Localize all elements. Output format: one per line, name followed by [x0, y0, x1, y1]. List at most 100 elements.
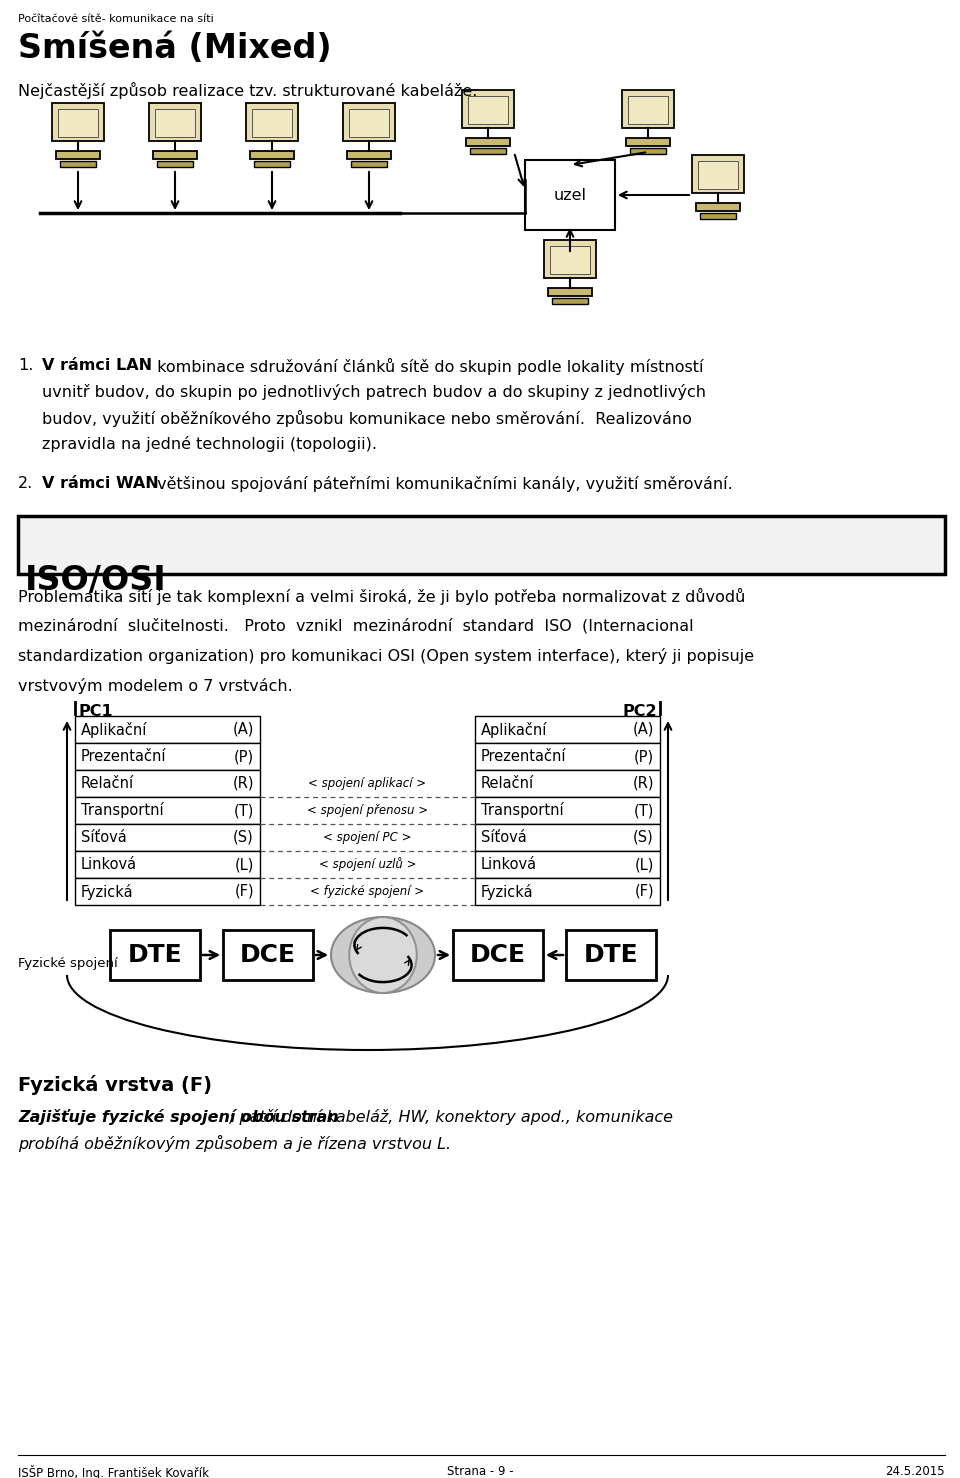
- Text: Fyzická: Fyzická: [81, 884, 133, 900]
- Text: mezinárodní  slučitelnosti.   Proto  vznikl  mezinárodní  standard  ISO  (Intern: mezinárodní slučitelnosti. Proto vznikl …: [18, 618, 694, 634]
- Text: Zajišťuje fyzické spojení obou stran: Zajišťuje fyzické spojení obou stran: [18, 1108, 339, 1125]
- Bar: [252, 109, 292, 137]
- Bar: [475, 878, 660, 905]
- Text: Síťová: Síťová: [481, 831, 527, 845]
- Bar: [153, 151, 197, 160]
- Text: ISO/OSI: ISO/OSI: [25, 565, 167, 597]
- Text: (L): (L): [234, 857, 254, 872]
- Bar: [75, 743, 260, 770]
- Text: PC1: PC1: [78, 704, 112, 718]
- Text: PC2: PC2: [622, 704, 657, 718]
- Bar: [475, 825, 660, 851]
- Bar: [462, 90, 514, 129]
- Text: 24.5.2015: 24.5.2015: [885, 1465, 945, 1478]
- Text: V rámci LAN: V rámci LAN: [42, 358, 152, 372]
- Bar: [349, 109, 389, 137]
- Text: < spojení uzlů >: < spojení uzlů >: [319, 857, 417, 872]
- Bar: [75, 878, 260, 905]
- Bar: [550, 245, 590, 273]
- Text: 2.: 2.: [18, 476, 34, 491]
- Text: DTE: DTE: [128, 943, 182, 967]
- Text: budov, využití oběžníkového způsobu komunikace nebo směrování.  Realizováno: budov, využití oběžníkového způsobu komu…: [42, 409, 692, 427]
- Text: Fyzická vrstva (F): Fyzická vrstva (F): [18, 1075, 212, 1095]
- Text: Transportní: Transportní: [81, 803, 163, 819]
- Bar: [60, 161, 96, 167]
- Bar: [157, 161, 193, 167]
- Bar: [75, 715, 260, 743]
- Text: 1.: 1.: [18, 358, 34, 372]
- Text: Fyzické spojení: Fyzické spojení: [18, 956, 118, 970]
- Text: Relační: Relační: [81, 776, 134, 791]
- Text: Počîtačové sítě- komunikace na síti: Počîtačové sítě- komunikace na síti: [18, 13, 214, 24]
- Text: ISŠP Brno, Ing. František Kovařík: ISŠP Brno, Ing. František Kovařík: [18, 1465, 209, 1478]
- Text: uzel: uzel: [554, 188, 587, 202]
- Bar: [630, 148, 666, 154]
- Bar: [525, 160, 615, 231]
- Text: (F): (F): [635, 884, 654, 899]
- Text: Strana - 9 -: Strana - 9 -: [446, 1465, 514, 1478]
- Bar: [58, 109, 98, 137]
- Bar: [475, 851, 660, 878]
- Text: zpravidla na jedné technologii (topologii).: zpravidla na jedné technologii (topologi…: [42, 436, 377, 452]
- Bar: [700, 213, 736, 219]
- Bar: [475, 743, 660, 770]
- Text: (S): (S): [634, 831, 654, 845]
- Text: (A): (A): [633, 721, 654, 738]
- Text: Aplikační: Aplikační: [481, 721, 547, 738]
- Bar: [56, 151, 100, 160]
- Bar: [246, 103, 298, 140]
- Bar: [223, 930, 313, 980]
- Text: (T): (T): [634, 803, 654, 817]
- Text: standardization organization) pro komunikaci OSI (Open system interface), který : standardization organization) pro komuni…: [18, 647, 755, 664]
- Bar: [75, 825, 260, 851]
- Text: Transportní: Transportní: [481, 803, 564, 819]
- Bar: [475, 715, 660, 743]
- Bar: [343, 103, 395, 140]
- Text: Prezentační: Prezentační: [481, 749, 566, 764]
- Text: většinou spojování páteřními komunikačními kanály, využití směrování.: většinou spojování páteřními komunikační…: [152, 476, 732, 492]
- Bar: [351, 161, 387, 167]
- Bar: [52, 103, 104, 140]
- Text: Síťová: Síťová: [81, 831, 127, 845]
- Text: kombinace sdružování článků sítě do skupin podle lokality místností: kombinace sdružování článků sítě do skup…: [152, 358, 704, 375]
- Text: Fyzická: Fyzická: [481, 884, 534, 900]
- Text: Linková: Linková: [481, 857, 538, 872]
- Bar: [552, 299, 588, 304]
- Bar: [149, 103, 201, 140]
- Bar: [622, 90, 674, 129]
- Bar: [110, 930, 200, 980]
- Text: Linková: Linková: [81, 857, 137, 872]
- Bar: [453, 930, 543, 980]
- Text: (R): (R): [232, 776, 254, 791]
- Bar: [698, 161, 738, 189]
- Text: < fyzické spojení >: < fyzické spojení >: [310, 885, 424, 899]
- Bar: [692, 155, 744, 194]
- Bar: [696, 202, 740, 211]
- Text: (R): (R): [633, 776, 654, 791]
- Text: < spojení PC >: < spojení PC >: [324, 831, 412, 844]
- Text: DCE: DCE: [470, 943, 526, 967]
- Bar: [475, 770, 660, 797]
- Text: DCE: DCE: [240, 943, 296, 967]
- Text: Problematika sítí je tak komplexní a velmi široká, že ji bylo potřeba normalizov: Problematika sítí je tak komplexní a vel…: [18, 588, 745, 605]
- Bar: [155, 109, 195, 137]
- Text: DTE: DTE: [584, 943, 638, 967]
- Text: (F): (F): [234, 884, 254, 899]
- Text: < spojení přenosu >: < spojení přenosu >: [307, 804, 428, 817]
- Text: (T): (T): [233, 803, 254, 817]
- Bar: [250, 151, 294, 160]
- Text: uvnitř budov, do skupin po jednotlivých patrech budov a do skupiny z jednotlivýc: uvnitř budov, do skupin po jednotlivých …: [42, 384, 706, 401]
- Bar: [626, 137, 670, 146]
- Text: probíhá oběžníkovým způsobem a je řízena vrstvou L.: probíhá oběžníkovým způsobem a je řízena…: [18, 1135, 451, 1151]
- Bar: [468, 96, 508, 124]
- Text: Aplikační: Aplikační: [81, 721, 148, 738]
- Bar: [75, 851, 260, 878]
- Bar: [466, 137, 510, 146]
- Bar: [475, 797, 660, 825]
- Text: ; patří do ní kabeláž, HW, konektory apod., komunikace: ; patří do ní kabeláž, HW, konektory apo…: [228, 1108, 673, 1125]
- Bar: [566, 930, 656, 980]
- Bar: [347, 151, 391, 160]
- Text: (P): (P): [234, 749, 254, 764]
- Text: (P): (P): [634, 749, 654, 764]
- Ellipse shape: [349, 916, 417, 993]
